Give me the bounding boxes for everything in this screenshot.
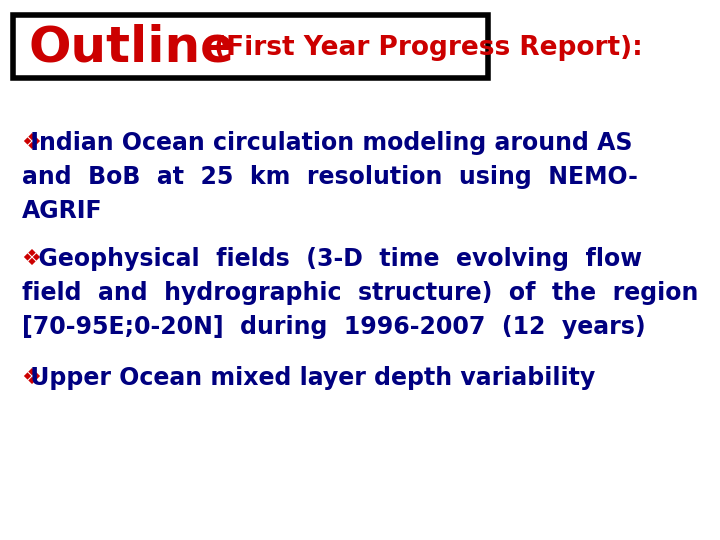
Text: Upper Ocean mixed layer depth variability: Upper Ocean mixed layer depth variabilit…	[22, 366, 595, 390]
Text: and  BoB  at  25  km  resolution  using  NEMO-: and BoB at 25 km resolution using NEMO-	[22, 165, 637, 189]
Text: Indian Ocean circulation modeling around AS: Indian Ocean circulation modeling around…	[22, 131, 632, 155]
Text: AGRIF: AGRIF	[22, 199, 102, 223]
Text: Outline: Outline	[29, 24, 235, 71]
Text: ❖: ❖	[22, 133, 42, 153]
Text: ❖: ❖	[22, 249, 42, 269]
Text: (First Year Progress Report):: (First Year Progress Report):	[205, 35, 643, 60]
Bar	[13, 15, 488, 78]
Text: [70-95E;0-20N]  during  1996-2007  (12  years): [70-95E;0-20N] during 1996-2007 (12 year…	[22, 315, 645, 339]
Text: field  and  hydrographic  structure)  of  the  region: field and hydrographic structure) of the…	[22, 281, 698, 305]
Text: ❖: ❖	[22, 368, 42, 388]
Text: Geophysical  fields  (3-D  time  evolving  flow: Geophysical fields (3-D time evolving fl…	[22, 247, 642, 271]
